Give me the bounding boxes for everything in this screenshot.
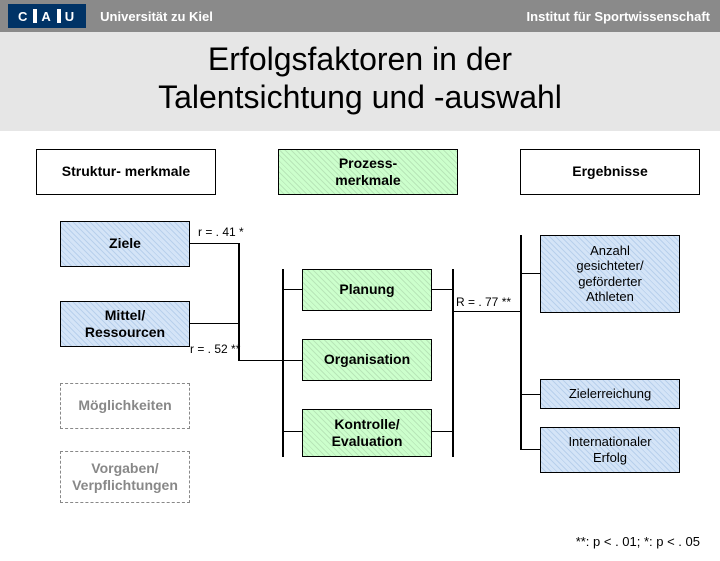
connector: [238, 360, 302, 362]
institute-name: Institut für Sportwissenschaft: [527, 9, 710, 24]
connector: [452, 311, 520, 313]
box-vorgaben: Vorgaben/ Verpflichtungen: [60, 451, 190, 503]
box-kontrolle: Kontrolle/ Evaluation: [302, 409, 432, 457]
box-zielerreichung: Zielerreichung: [540, 379, 680, 409]
box-mittel: Mittel/ Ressourcen: [60, 301, 190, 347]
box-organisation: Organisation: [302, 339, 432, 381]
box-moeglichkeiten: Möglichkeiten: [60, 383, 190, 429]
footnote: **: p < . 01; *: p < . 05: [576, 534, 700, 549]
connector: [520, 235, 522, 450]
connector: [190, 323, 238, 325]
col-header-prozess: Prozess- merkmale: [278, 149, 458, 195]
connector: [452, 269, 454, 457]
connector: [282, 431, 302, 433]
connector: [520, 273, 540, 275]
label-r3: R = . 77 **: [456, 295, 511, 309]
connector: [282, 269, 284, 457]
connector: [520, 449, 540, 451]
university-name: Universität zu Kiel: [100, 9, 213, 24]
diagram-area: Struktur- merkmale Prozess- merkmale Erg…: [0, 131, 720, 561]
label-r2: r = . 52 **: [190, 342, 240, 356]
connector: [190, 243, 238, 245]
cau-logo: CAU: [8, 4, 86, 28]
header-bar: CAU Universität zu Kiel Institut für Spo…: [0, 0, 720, 32]
title-band: Erfolgsfaktoren in der Talentsichtung un…: [0, 32, 720, 131]
connector: [282, 289, 302, 291]
connector: [520, 394, 540, 396]
connector: [432, 289, 452, 291]
col-header-ergebnisse: Ergebnisse: [520, 149, 700, 195]
title-line-2: Talentsichtung und -auswahl: [158, 79, 562, 115]
col-header-struktur: Struktur- merkmale: [36, 149, 216, 195]
label-r1: r = . 41 *: [198, 225, 244, 239]
box-intl-erfolg: Internationaler Erfolg: [540, 427, 680, 473]
box-ziele: Ziele: [60, 221, 190, 267]
page-title: Erfolgsfaktoren in der Talentsichtung un…: [0, 40, 720, 117]
connector: [432, 431, 452, 433]
title-line-1: Erfolgsfaktoren in der: [208, 41, 512, 77]
box-planung: Planung: [302, 269, 432, 311]
box-anzahl: Anzahl gesichteter/ geförderter Athleten: [540, 235, 680, 313]
